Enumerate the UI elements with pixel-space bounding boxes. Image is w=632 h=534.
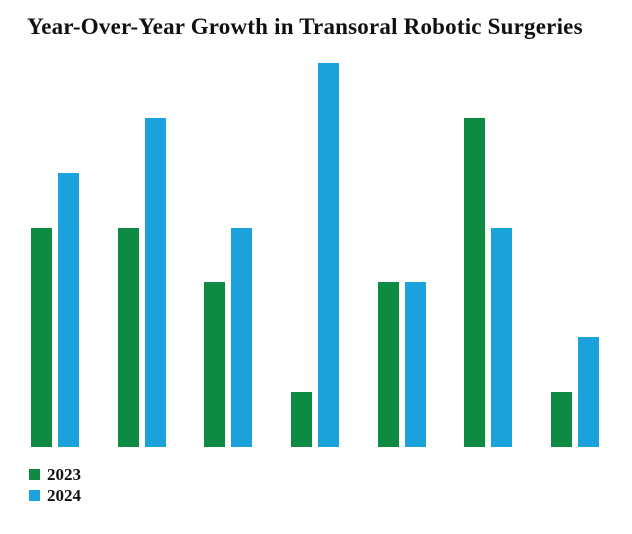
legend-swatch-2023-icon xyxy=(29,469,40,480)
legend: 2023 2024 xyxy=(29,466,81,504)
legend-label-2024: 2024 xyxy=(47,486,81,505)
bar-2024-group-2 xyxy=(144,117,166,447)
legend-item-2023: 2023 xyxy=(29,466,81,483)
chart-title: Year-Over-Year Growth in Transoral Robot… xyxy=(27,14,583,39)
legend-label-2023: 2023 xyxy=(47,465,81,484)
bar-2024-group-7 xyxy=(578,337,600,447)
bar-2024-group-1 xyxy=(58,172,79,447)
legend-swatch-2024-icon xyxy=(29,490,40,501)
bar-2024-group-3 xyxy=(231,227,253,447)
bar-2024-group-6 xyxy=(491,227,513,447)
legend-item-2024: 2024 xyxy=(29,487,81,504)
bar-2023-group-4 xyxy=(291,392,312,447)
bar-2023-group-1 xyxy=(31,227,52,447)
bar-2023-group-3 xyxy=(204,282,226,447)
bar-2023-group-7 xyxy=(551,392,573,447)
bar-2024-group-5 xyxy=(404,282,426,447)
bar-2023-group-6 xyxy=(464,117,486,447)
bar-2023-group-5 xyxy=(377,282,399,447)
bar-2024-group-4 xyxy=(318,63,339,447)
bar-2023-group-2 xyxy=(117,227,139,447)
